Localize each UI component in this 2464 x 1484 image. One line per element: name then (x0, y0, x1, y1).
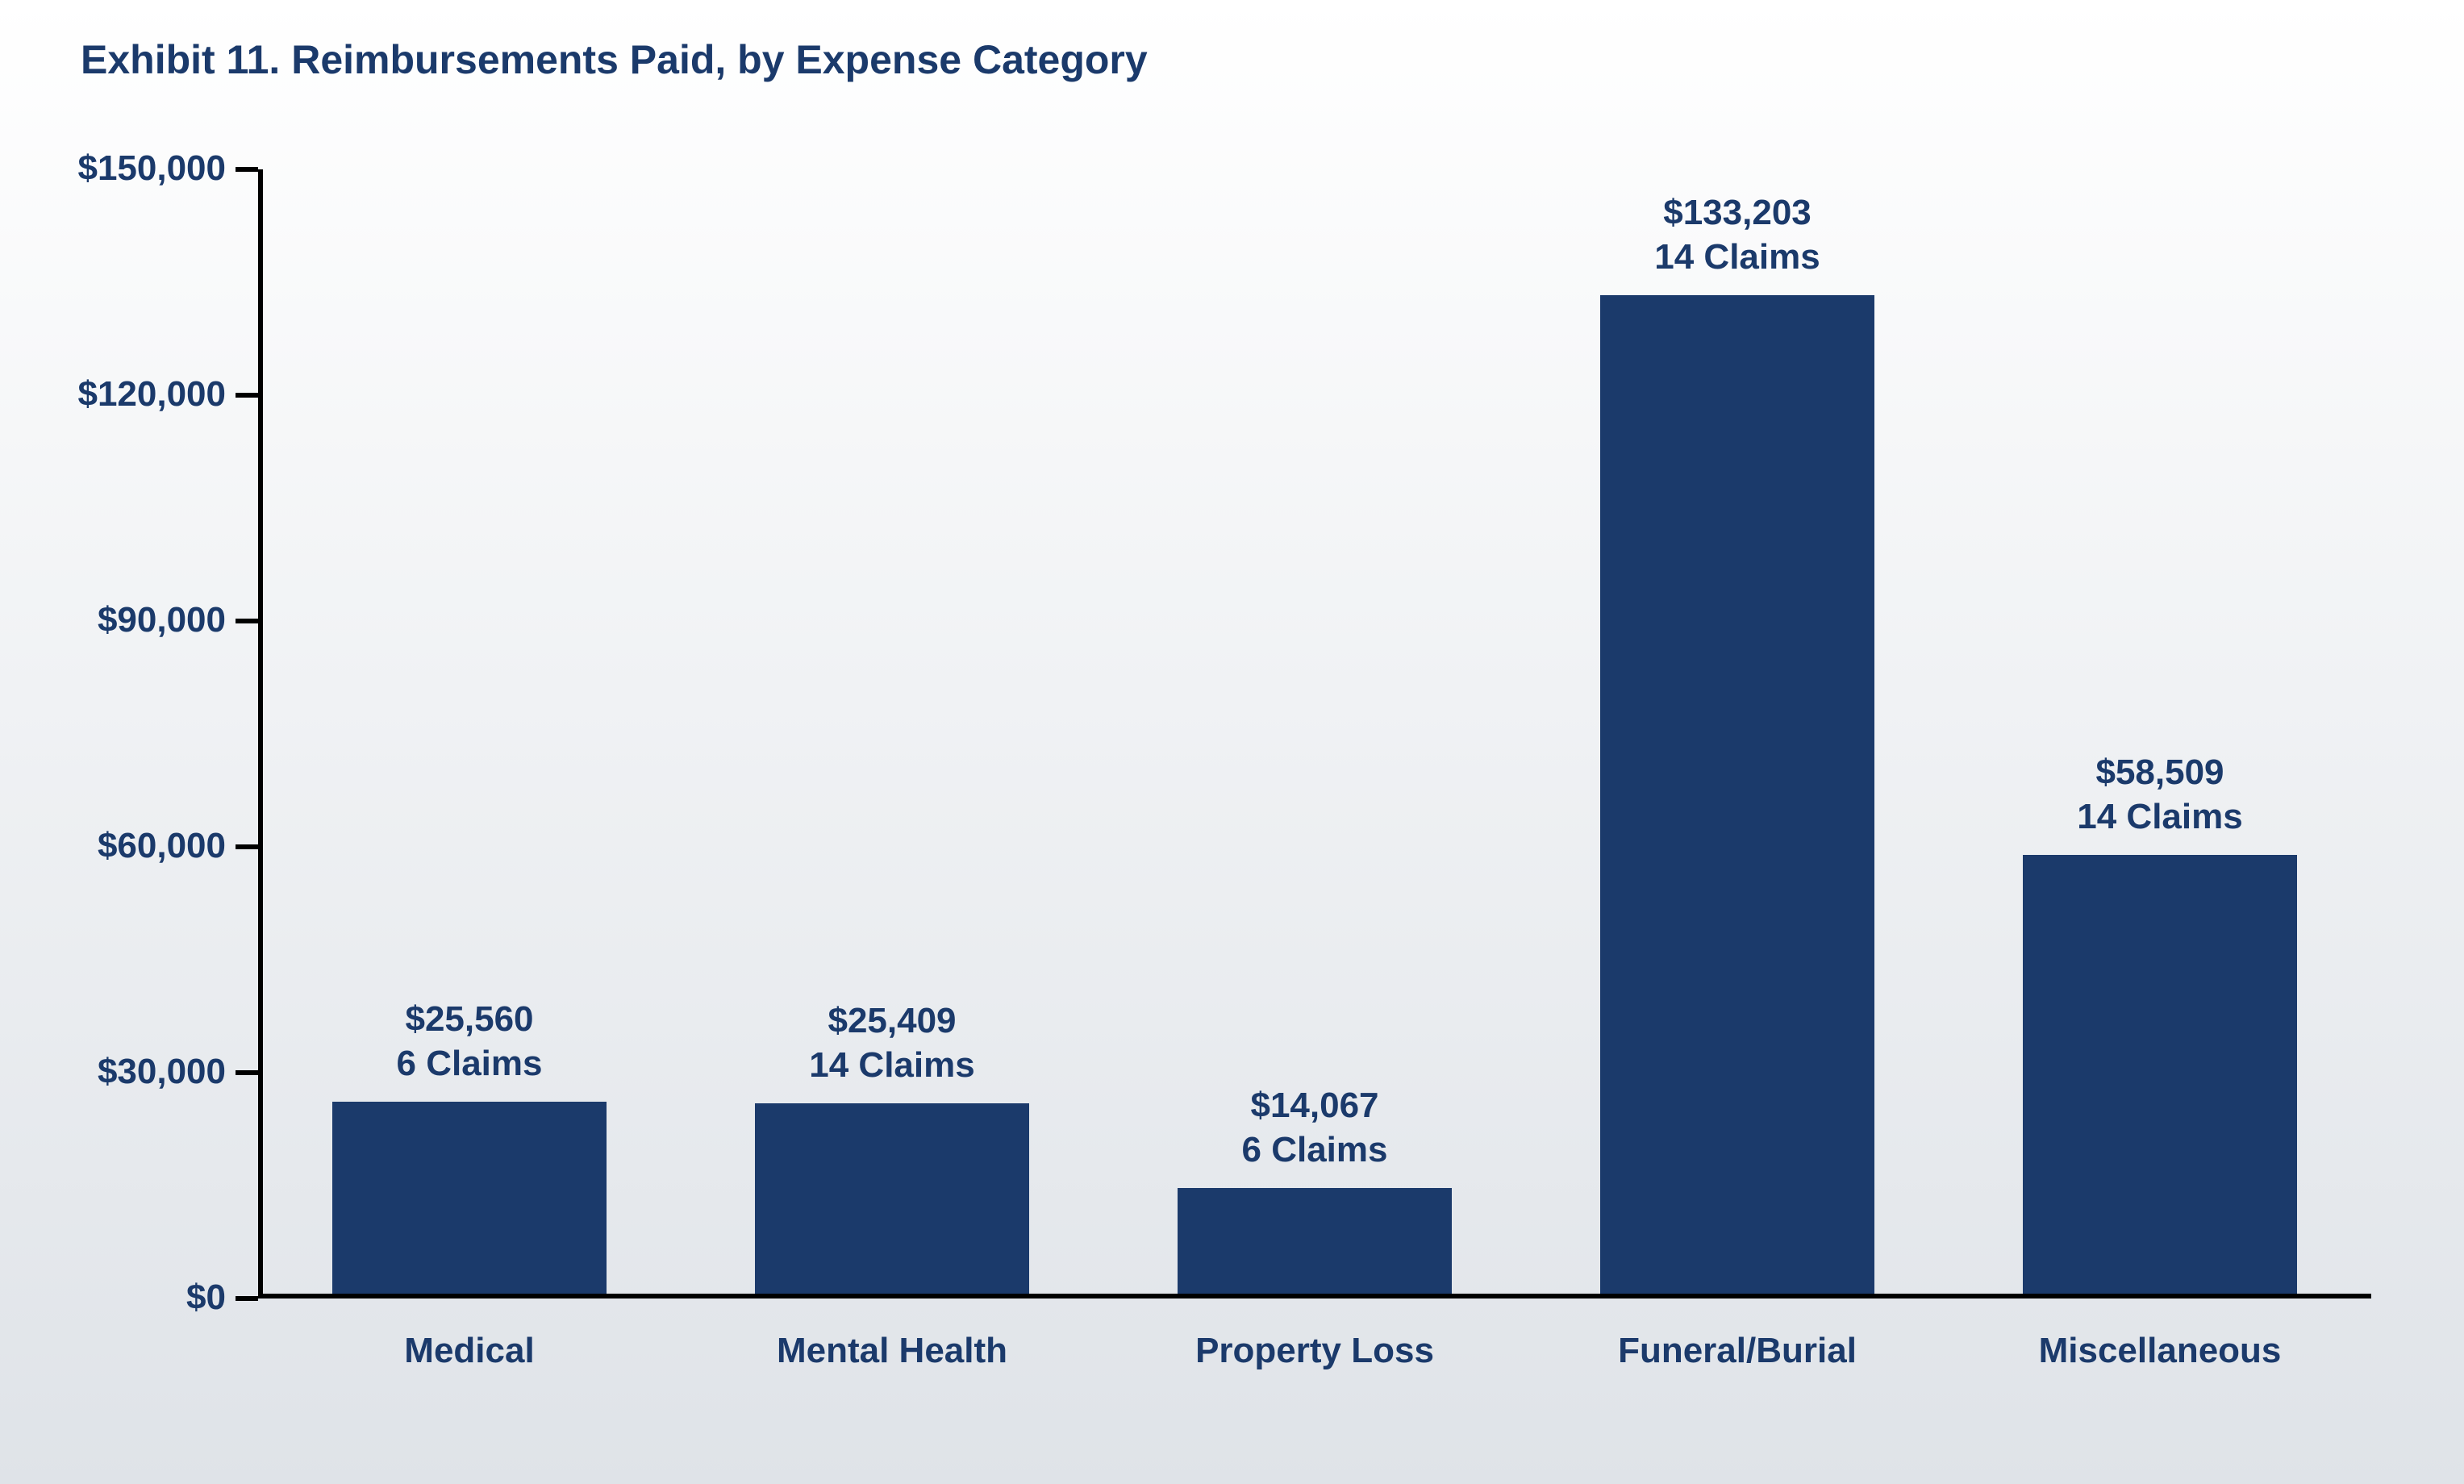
bar-claims: 14 Claims (1654, 237, 1820, 277)
x-axis-line (258, 1294, 2371, 1298)
y-axis-line (258, 169, 263, 1298)
y-axis-tick-label: $30,000 (16, 1052, 226, 1092)
bar-claims: 14 Claims (2077, 797, 2242, 836)
y-axis-tick (236, 1296, 258, 1301)
bar-claims: 14 Claims (809, 1045, 974, 1085)
y-axis-tick-label: $90,000 (16, 600, 226, 640)
bar-amount: $133,203 (1663, 193, 1812, 232)
bar (1178, 1188, 1453, 1294)
bar-amount: $25,560 (405, 999, 533, 1039)
y-axis-tick-label: $120,000 (16, 374, 226, 415)
bar-value-label: $58,509 14 Claims (1949, 750, 2371, 839)
y-axis-tick (236, 619, 258, 623)
bar-claims: 6 Claims (397, 1044, 543, 1083)
bar-value-label: $14,067 6 Claims (1103, 1083, 1526, 1172)
y-axis-tick (236, 393, 258, 398)
bar-claims: 6 Claims (1242, 1130, 1388, 1169)
x-axis-tick-label: Property Loss (1103, 1331, 1526, 1371)
bar-amount: $25,409 (828, 1001, 956, 1040)
bar (755, 1103, 1030, 1294)
bar (2023, 855, 2298, 1294)
bar-amount: $14,067 (1250, 1086, 1378, 1125)
y-axis-tick (236, 167, 258, 172)
bar (332, 1102, 607, 1294)
bar-value-label: $25,560 6 Claims (258, 997, 681, 1086)
x-axis-tick-label: Medical (258, 1331, 681, 1371)
bar-amount: $58,509 (2095, 752, 2224, 792)
y-axis-tick-label: $60,000 (16, 826, 226, 866)
y-axis-tick (236, 844, 258, 849)
x-axis-tick-label: Funeral/Burial (1526, 1331, 1949, 1371)
y-axis-tick (236, 1070, 258, 1075)
y-axis-tick-label: $150,000 (16, 148, 226, 189)
chart-title: Exhibit 11. Reimbursements Paid, by Expe… (81, 36, 1148, 83)
chart-container: Exhibit 11. Reimbursements Paid, by Expe… (0, 0, 2464, 1484)
bar-value-label: $133,203 14 Claims (1526, 190, 1949, 279)
x-axis-tick-label: Miscellaneous (1949, 1331, 2371, 1371)
y-axis-tick-label: $0 (16, 1278, 226, 1318)
bar (1600, 295, 1875, 1294)
x-axis-tick-label: Mental Health (681, 1331, 1103, 1371)
plot-area: $0$30,000$60,000$90,000$120,000$150,000$… (258, 169, 2371, 1298)
bar-value-label: $25,409 14 Claims (681, 998, 1103, 1087)
